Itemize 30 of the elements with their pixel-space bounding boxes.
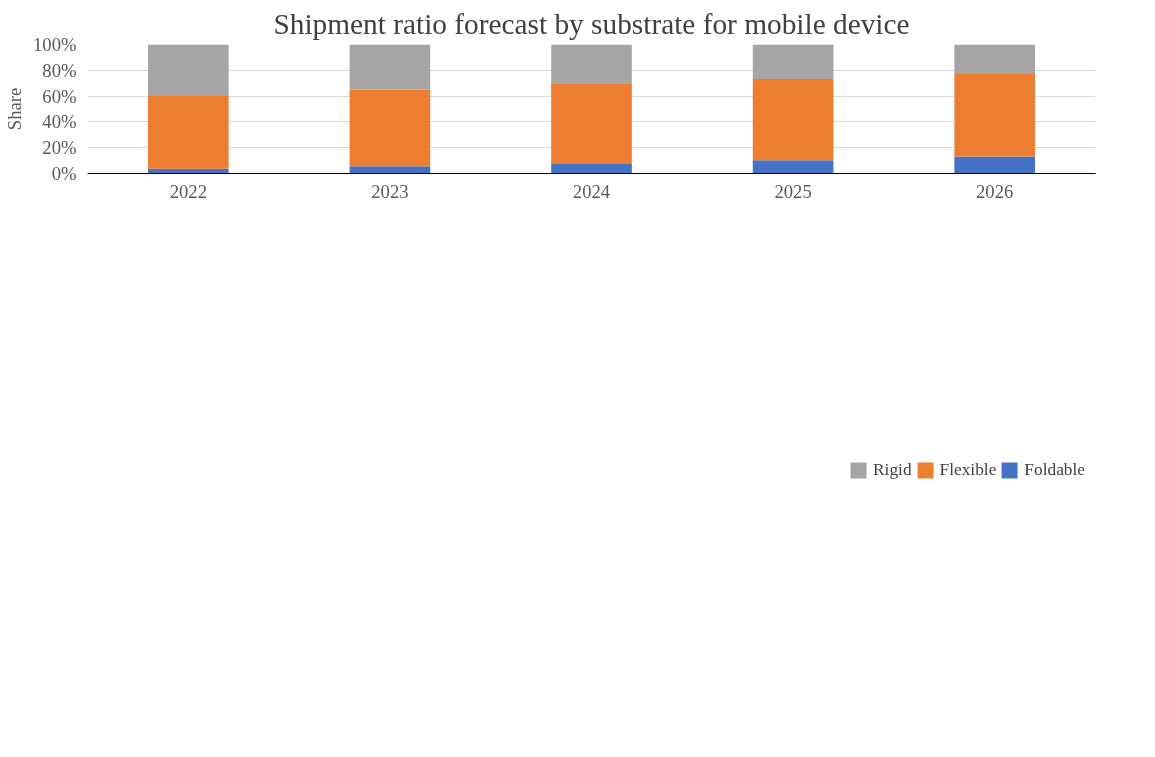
legend-label: Flexible [939,460,997,480]
x-tick-label: 2025 [774,180,812,202]
bar [551,84,632,164]
bar [551,163,632,174]
bar [551,44,632,85]
bar [752,160,834,174]
bar [349,89,431,167]
x-tick-label: 2023 [371,180,409,202]
chart-title: Shipment ratio forecast by substrate for mobile device [273,7,910,40]
legend-label: Foldable [1024,460,1085,480]
bar [349,166,431,174]
bar [954,44,1036,75]
y-tick-label: 60% [42,85,77,107]
y-tick-label: 80% [42,59,77,81]
x-tick-label: 2024 [572,180,611,202]
bar [954,156,1036,174]
y-tick-label: 40% [42,111,77,133]
bar [349,44,431,90]
bar [954,74,1036,157]
bar [752,44,834,79]
y-tick-label: 20% [42,137,77,159]
y-axis-title: Share [3,87,25,131]
bar [147,96,229,169]
x-tick-label: 2026 [976,180,1014,202]
y-tick-label: 0% [51,163,77,184]
bar [752,78,834,161]
y-tick-label: 100% [32,34,77,55]
bar [147,44,229,97]
legend-label: Rigid [873,460,912,480]
x-tick-label: 2022 [169,180,207,202]
